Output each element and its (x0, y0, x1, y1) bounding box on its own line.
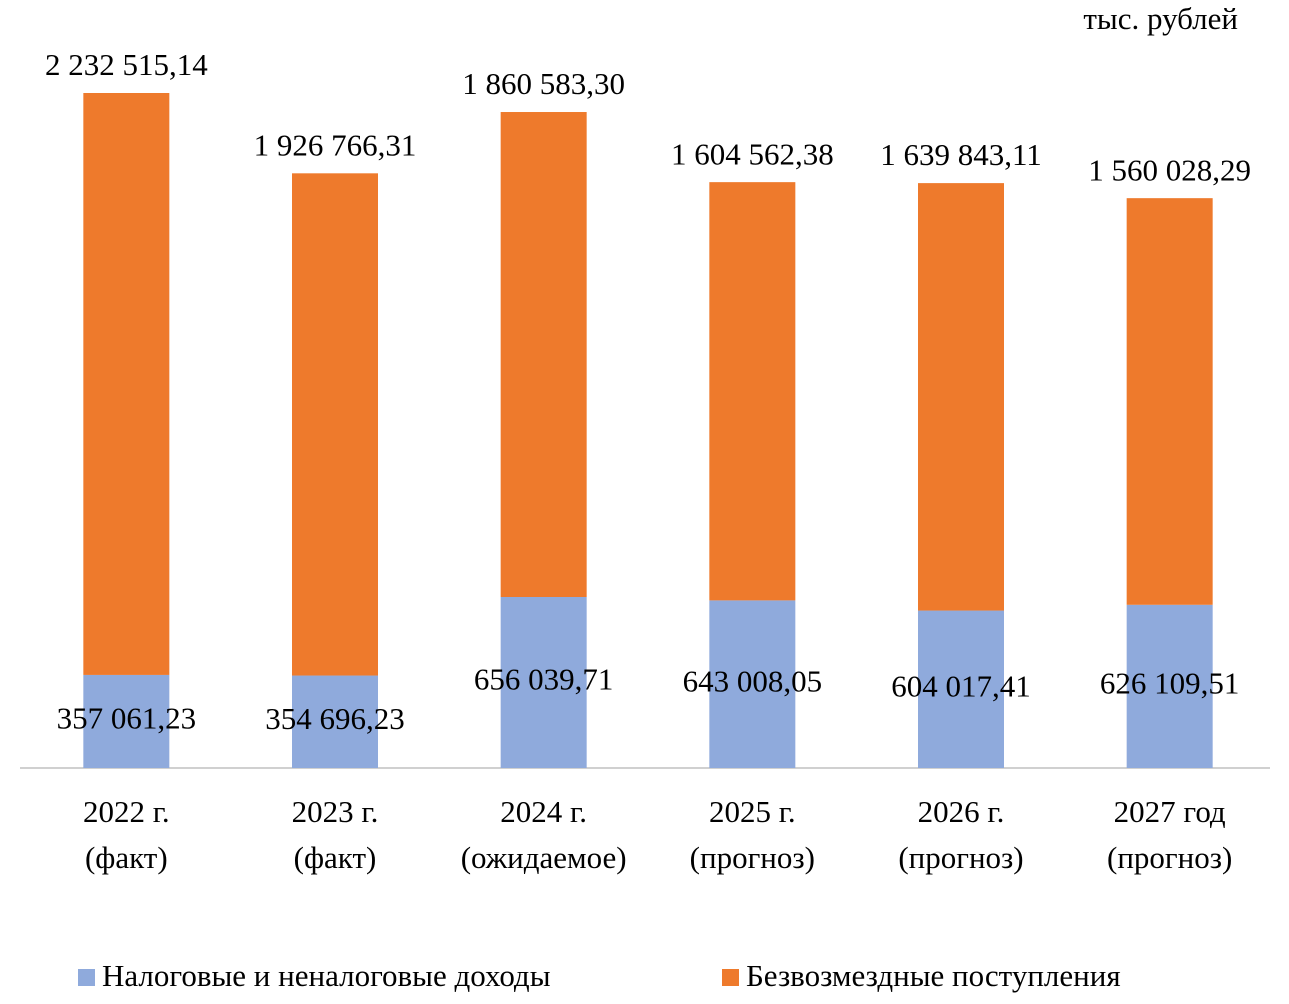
data-label: 604 017,41 (891, 668, 1031, 703)
bar-segment (83, 674, 170, 768)
bar-segment (918, 183, 1004, 611)
bar-segment (292, 675, 378, 768)
legend-label: Налоговые и неналоговые доходы (102, 958, 551, 993)
unit-label: тыс. рублей (1083, 1, 1238, 36)
data-label: 1 639 843,11 (880, 137, 1042, 172)
data-label: 1 926 766,31 (254, 127, 417, 162)
bar-segment (918, 610, 1004, 768)
data-label: 357 061,23 (57, 701, 197, 736)
bar-segment (1126, 198, 1213, 605)
x-tick-label: 2025 г. (прогноз) (690, 794, 815, 875)
bar-segment (500, 112, 587, 597)
x-tick-label: 2022 г. (факт) (83, 794, 170, 875)
x-tick-label: 2026 г. (прогноз) (898, 794, 1023, 875)
data-label: 1 860 583,30 (462, 66, 625, 101)
data-label: 1 604 562,38 (671, 136, 834, 171)
bar-segment (292, 173, 378, 676)
data-label: 656 039,71 (474, 662, 614, 697)
bar-segment (709, 600, 796, 768)
x-tick-label: 2027 год (прогноз) (1107, 794, 1232, 875)
legend-swatch (722, 969, 739, 986)
x-tick-label: 2024 г. (ожидаемое) (461, 794, 627, 875)
data-label: 1 560 028,29 (1088, 152, 1251, 187)
bar-segment (709, 182, 796, 601)
bar-segment (500, 596, 587, 768)
bar-segment (1126, 604, 1213, 768)
data-label: 2 232 515,14 (45, 47, 208, 82)
data-label: 626 109,51 (1100, 666, 1240, 701)
x-tick-label: 2023 г. (факт) (292, 794, 379, 875)
data-label: 354 696,23 (265, 701, 405, 736)
legend-label: Безвозмездные поступления (746, 958, 1121, 993)
bar-segment (83, 93, 170, 675)
legend-swatch (78, 969, 95, 986)
data-label: 643 008,05 (683, 663, 823, 698)
